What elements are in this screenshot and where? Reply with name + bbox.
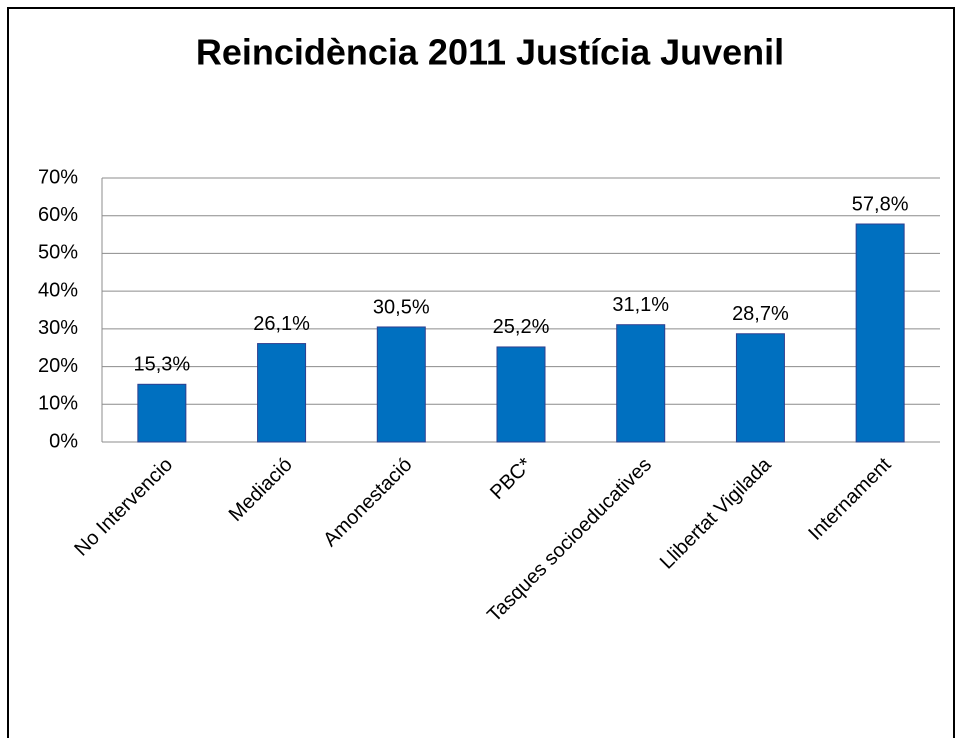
bar — [616, 324, 666, 443]
y-tick-label: 60% — [38, 204, 78, 226]
bar — [855, 223, 905, 443]
value-label: 31,1% — [612, 294, 669, 316]
y-tick-label: 30% — [38, 317, 78, 339]
bar — [496, 346, 546, 443]
bar — [735, 333, 785, 443]
chart-title: Reincidència 2011 Justícia Juvenil — [196, 32, 784, 73]
y-tick-label: 0% — [49, 430, 78, 452]
y-tick-label: 40% — [38, 279, 78, 301]
value-label: 30,5% — [373, 296, 430, 318]
value-label: 15,3% — [133, 354, 190, 376]
y-tick-label: 20% — [38, 355, 78, 377]
y-tick-label: 10% — [38, 393, 78, 415]
frame — [7, 7, 955, 738]
bar — [257, 343, 307, 443]
y-tick-label: 70% — [38, 166, 78, 188]
value-label: 25,2% — [493, 316, 550, 338]
bar — [376, 326, 426, 443]
value-label: 28,7% — [732, 303, 789, 325]
bar — [137, 383, 187, 443]
y-tick-label: 50% — [38, 242, 78, 264]
value-label: 57,8% — [852, 193, 909, 215]
value-label: 26,1% — [253, 313, 310, 335]
